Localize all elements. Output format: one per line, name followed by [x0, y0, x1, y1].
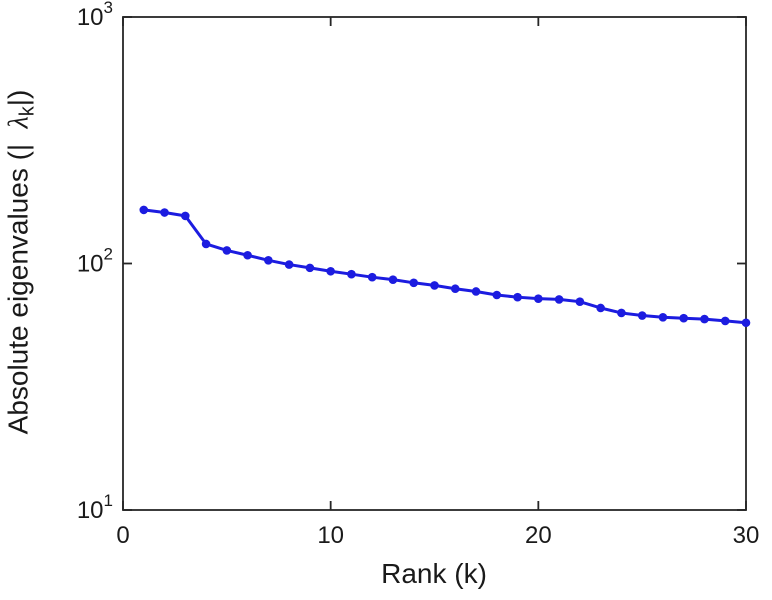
data-point-marker — [596, 303, 605, 313]
data-point-marker — [222, 246, 232, 255]
lambda-subscript: k — [16, 106, 39, 117]
x-tick-label: 30 — [733, 522, 760, 549]
data-point-marker — [637, 311, 647, 320]
data-point-marker — [388, 275, 398, 284]
x-tick-label: 20 — [525, 522, 552, 549]
data-point-marker — [409, 278, 419, 288]
eigenvalue-series-line — [142, 208, 748, 325]
lambda-symbol: λ — [3, 116, 35, 129]
data-point-marker — [554, 295, 564, 304]
data-point-marker — [305, 263, 315, 273]
data-point-marker — [367, 272, 377, 282]
data-point-marker — [617, 308, 626, 318]
tick-labels: 0 10 20 30 101 102 103 — [77, 0, 760, 549]
tick-marks — [122, 16, 747, 511]
data-point-marker — [347, 269, 356, 279]
data-point-marker — [700, 314, 709, 324]
y-axis-label: Absolute eigenvalues (| λk|) — [3, 90, 40, 435]
data-point-marker — [513, 292, 522, 302]
eigenvalue-series-markers — [139, 205, 751, 328]
y-axis-label-suffix: |) — [2, 89, 34, 107]
data-point-marker — [534, 294, 543, 303]
data-point-marker — [741, 318, 751, 328]
data-point-marker — [201, 239, 211, 249]
data-point-marker — [181, 211, 190, 221]
y-tick-label: 101 — [77, 491, 113, 524]
data-point-marker — [139, 205, 149, 215]
x-tick-label: 10 — [317, 522, 344, 549]
y-tick-label: 103 — [77, 0, 113, 31]
data-point-marker — [658, 313, 668, 322]
data-point-marker — [450, 284, 460, 294]
data-point-marker — [160, 208, 169, 217]
data-point-marker — [326, 266, 335, 276]
data-point-marker — [720, 316, 730, 326]
x-axis-label: Rank (k) — [381, 558, 487, 589]
data-point-marker — [243, 250, 252, 260]
data-point-marker — [492, 290, 502, 300]
data-point-marker — [264, 256, 273, 265]
axes-box — [122, 16, 747, 511]
data-point-marker — [679, 313, 688, 323]
data-point-marker — [430, 281, 439, 290]
x-tick-label: 0 — [116, 522, 129, 549]
y-tick-label: 102 — [77, 245, 113, 278]
data-point-marker — [575, 297, 585, 306]
data-point-marker — [284, 260, 294, 269]
data-point-marker — [471, 287, 481, 296]
y-axis-label-prefix: Absolute eigenvalues (| — [2, 143, 34, 435]
